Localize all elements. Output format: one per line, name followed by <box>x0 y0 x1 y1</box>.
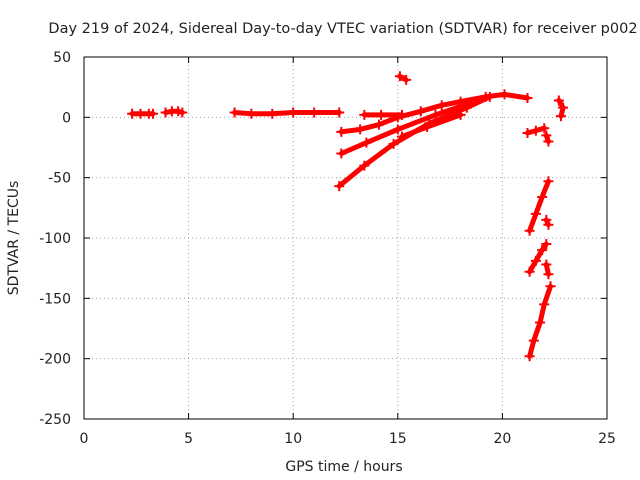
data-point <box>359 160 370 171</box>
data-point <box>135 108 146 119</box>
data-point <box>484 91 495 102</box>
data-point <box>127 108 138 119</box>
data-point <box>530 208 541 219</box>
x-tick-label: 25 <box>598 431 616 447</box>
data-point <box>288 107 299 118</box>
data-point <box>309 107 320 118</box>
data-point <box>499 89 510 100</box>
y-tick-label: -100 <box>39 231 71 247</box>
data-trace <box>527 178 551 234</box>
data-point <box>396 109 407 120</box>
y-tick-label: 0 <box>62 110 71 126</box>
data-point <box>528 335 539 346</box>
data-points <box>127 71 569 362</box>
grid <box>84 57 607 419</box>
data-point <box>543 176 554 187</box>
chart-title: Day 219 of 2024, Sidereal Day-to-day VTE… <box>48 21 637 37</box>
data-point <box>148 108 159 119</box>
x-tick-label: 15 <box>389 431 407 447</box>
y-tick-label: -200 <box>39 352 71 368</box>
data-point <box>541 130 552 141</box>
data-point <box>376 109 387 120</box>
data-point <box>539 123 550 134</box>
y-axis-label: SDTVAR / TECUs <box>6 181 22 296</box>
data-point <box>246 108 257 119</box>
data-trace <box>527 241 549 275</box>
data-point <box>396 131 407 142</box>
data-point <box>401 74 412 85</box>
data-point <box>530 255 541 266</box>
y-tick-label: -150 <box>39 291 71 307</box>
data-point <box>461 102 472 113</box>
data-point <box>537 245 548 256</box>
x-tick-label: 10 <box>284 431 302 447</box>
data-point <box>394 71 405 82</box>
data-point <box>229 107 240 118</box>
tick-labels: 0 5 10 15 20 25 -250 -200 -150 -100 -50 0 50 <box>39 50 616 447</box>
data-point <box>553 95 564 106</box>
data-point <box>388 138 399 149</box>
data-point <box>555 111 566 122</box>
data-point <box>361 137 372 148</box>
data-point <box>522 93 533 104</box>
data-point <box>522 128 533 139</box>
data-point <box>543 269 554 280</box>
data-point <box>415 106 426 117</box>
x-axis-label: GPS time / hours <box>285 459 402 475</box>
data-point <box>160 107 171 118</box>
data-point <box>543 219 554 230</box>
data-point <box>436 100 447 111</box>
data-point <box>543 136 554 147</box>
x-tick-label: 0 <box>80 431 89 447</box>
data-point <box>524 225 535 236</box>
data-trace <box>338 91 530 135</box>
data-point <box>334 181 345 192</box>
data-point <box>524 351 535 362</box>
data-point <box>359 109 370 120</box>
data-point <box>539 299 550 310</box>
data-point <box>541 214 552 225</box>
data-point <box>535 317 546 328</box>
data-point <box>545 281 556 292</box>
data-point <box>336 148 347 159</box>
data-point <box>524 266 535 277</box>
y-tick-label: 50 <box>53 50 71 66</box>
data-point <box>537 191 548 202</box>
data-point <box>558 102 569 113</box>
data-point <box>336 126 347 137</box>
data-point <box>530 125 541 136</box>
data-point <box>373 119 384 130</box>
data-point <box>541 239 552 250</box>
y-tick-label: -50 <box>48 171 71 187</box>
x-tick-label: 20 <box>493 431 511 447</box>
data-point <box>422 121 433 132</box>
x-tick-label: 5 <box>184 431 193 447</box>
data-point <box>267 108 278 119</box>
data-point <box>177 107 188 118</box>
data-point <box>355 124 366 135</box>
data-point <box>455 109 466 120</box>
plot-frame <box>83 56 608 420</box>
y-tick-label: -250 <box>39 412 71 428</box>
data-point <box>334 107 345 118</box>
data-point <box>541 259 552 270</box>
data-point <box>392 124 403 135</box>
